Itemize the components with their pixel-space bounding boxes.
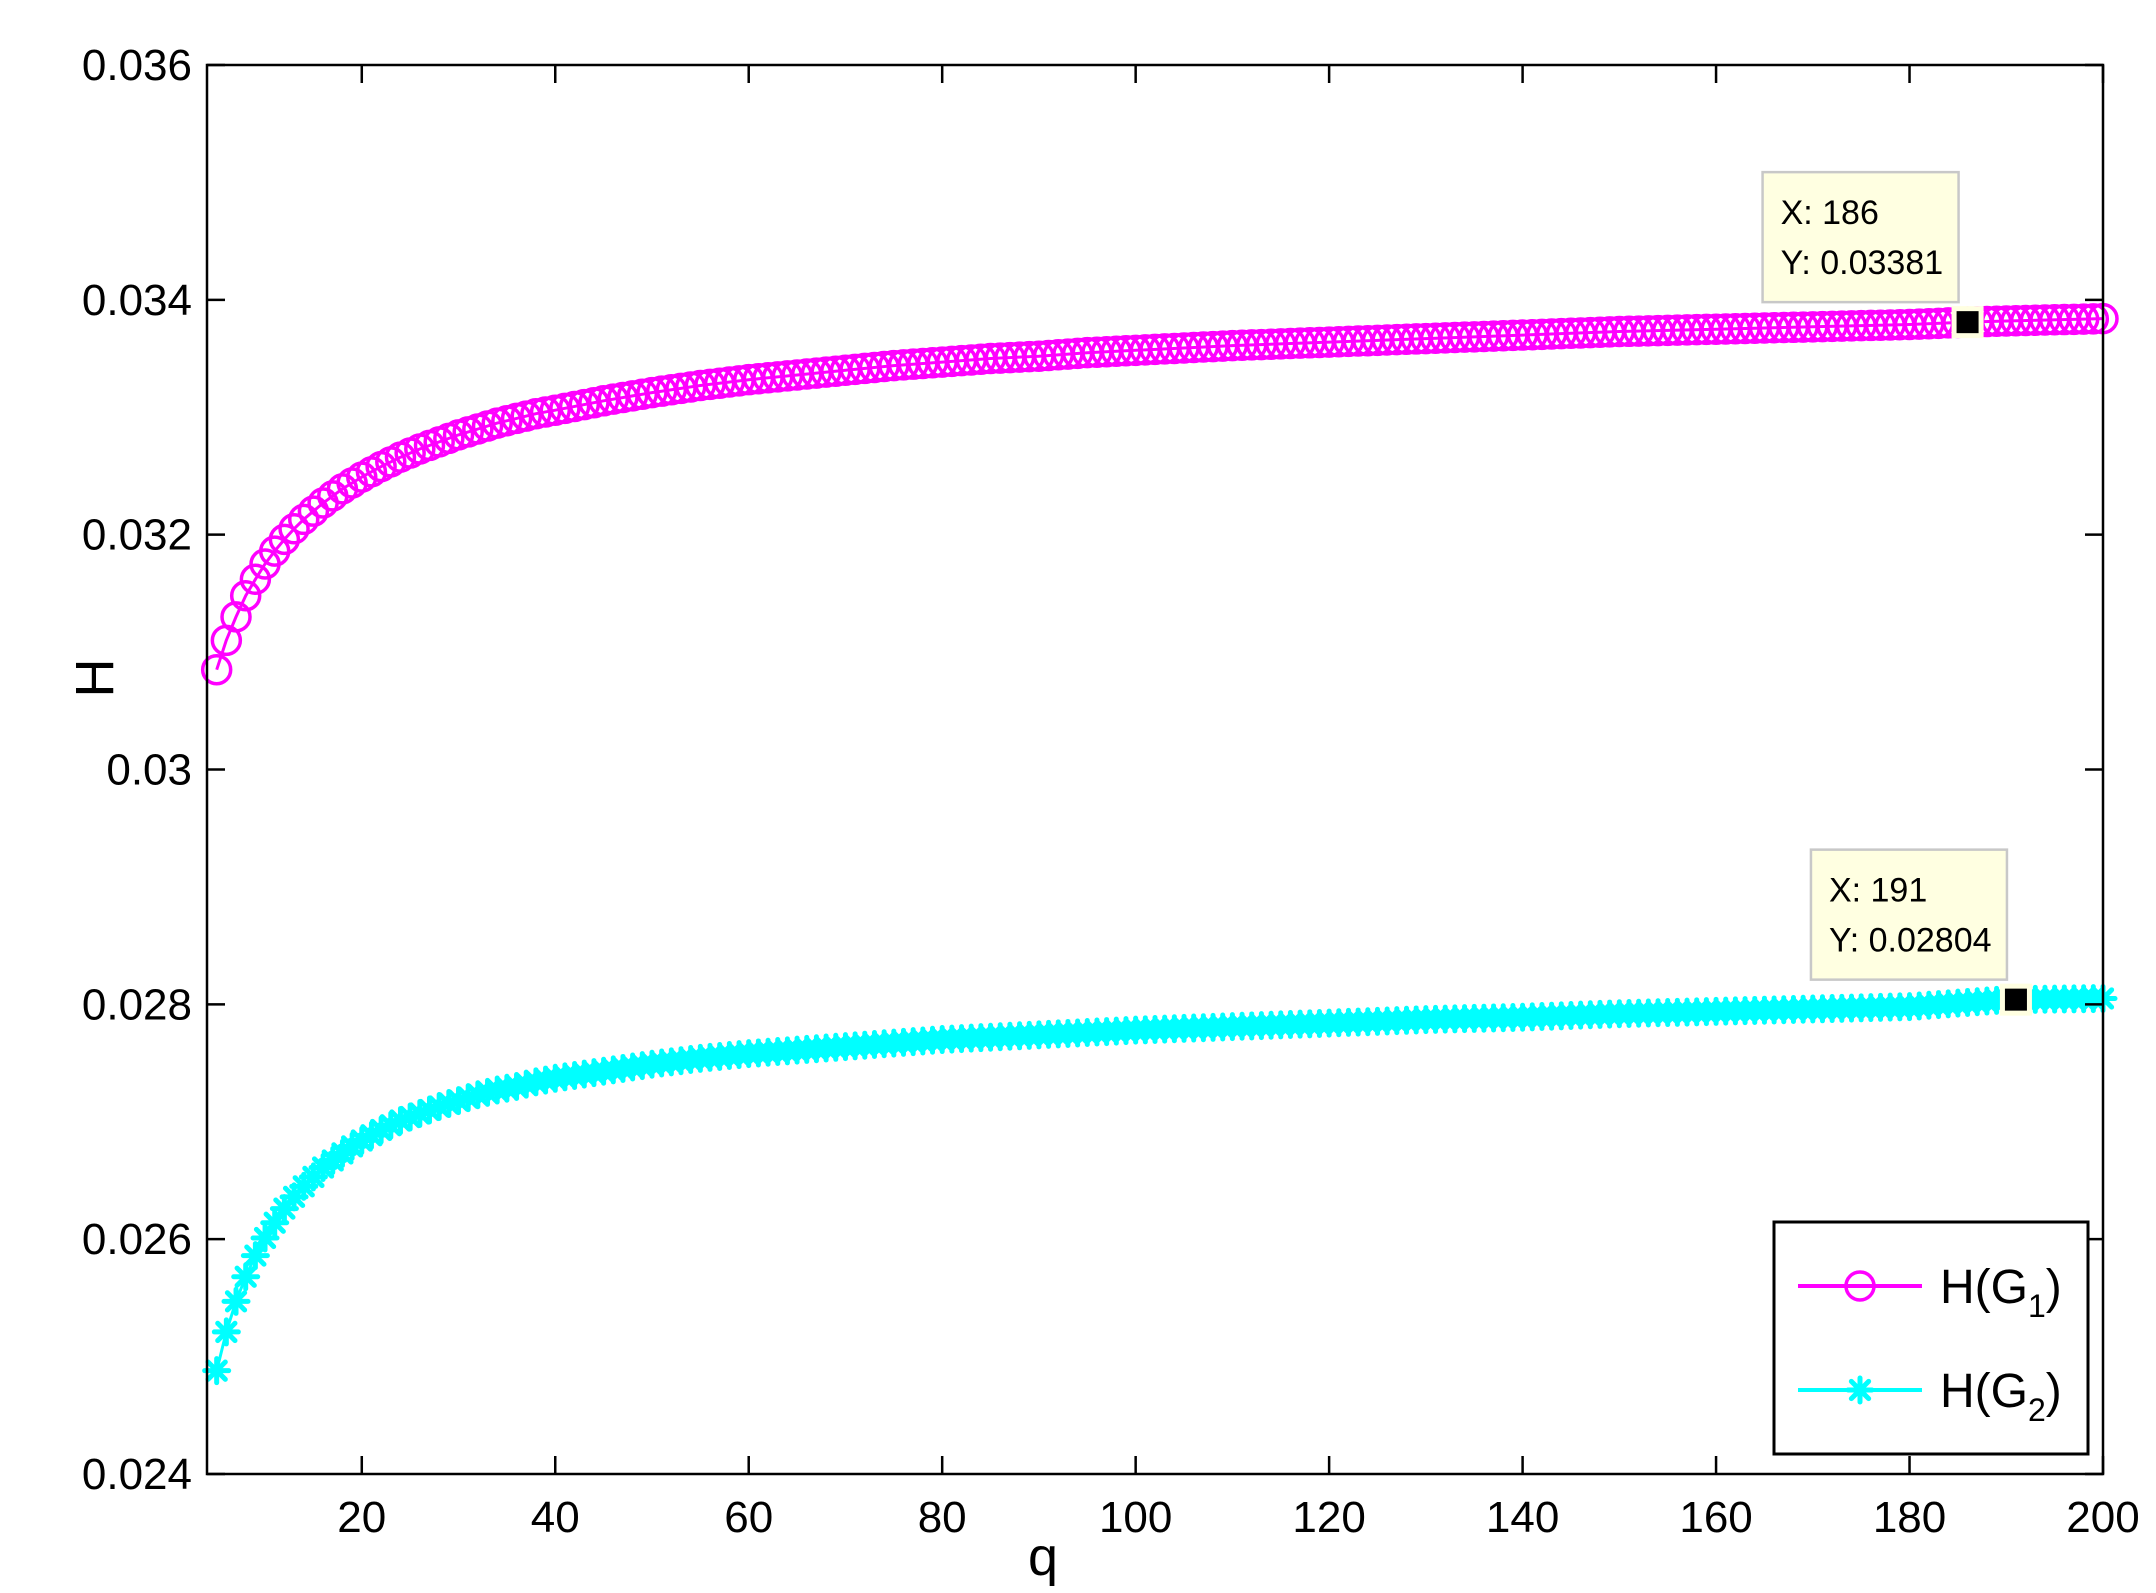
data-point-marker bbox=[278, 513, 310, 545]
data-point-marker bbox=[221, 1286, 251, 1316]
data-point-marker bbox=[200, 653, 233, 686]
data-point-marker bbox=[231, 1262, 261, 1292]
data-point-marker bbox=[229, 579, 262, 612]
legend-box bbox=[1772, 1220, 2090, 1456]
y-tick-label: 0.028 bbox=[82, 980, 192, 1029]
data-point-marker bbox=[239, 563, 272, 596]
x-tick-label: 200 bbox=[2066, 1493, 2139, 1542]
data-point-marker bbox=[2077, 303, 2110, 335]
y-tick-label: 0.024 bbox=[82, 1450, 192, 1499]
x-tick-label: 20 bbox=[337, 1493, 386, 1542]
datatip-box bbox=[1809, 848, 2009, 981]
datatip-marker bbox=[1956, 311, 1979, 334]
data-point-marker bbox=[260, 1208, 290, 1238]
datatip-x-label: X: 191 bbox=[1829, 872, 1927, 910]
x-tick-label: 100 bbox=[1099, 1493, 1172, 1542]
data-point-marker bbox=[211, 1317, 241, 1347]
y-axis-title: H bbox=[65, 659, 125, 698]
x-tick-label: 140 bbox=[1486, 1493, 1559, 1542]
data-point-marker bbox=[220, 601, 252, 633]
x-tick-label: 160 bbox=[1679, 1493, 1752, 1542]
legend-marker bbox=[1844, 1270, 1876, 1302]
legend-entry-2: H(G2) bbox=[1798, 1365, 2062, 1428]
y-tick-label: 0.034 bbox=[82, 276, 192, 325]
legend-label-tail: ) bbox=[2046, 1365, 2062, 1418]
datatip-y-label: Y: 0.03381 bbox=[1781, 244, 1944, 282]
y-tick-label: 0.026 bbox=[82, 1215, 192, 1264]
legend: H(G1)H(G2) bbox=[1772, 1220, 2090, 1456]
series-1 bbox=[200, 302, 2119, 686]
legend-label-main: H(G bbox=[1940, 1261, 2028, 1314]
y-tick-label: 0.036 bbox=[82, 41, 192, 90]
datatip-x-label: X: 186 bbox=[1781, 194, 1879, 232]
ticks-layer: 20 40 60 80 100 120 140 160 180 200 0.024 0.026 0.02… bbox=[82, 41, 2140, 1542]
x-tick-label: 80 bbox=[918, 1493, 967, 1542]
x-tick-label: 120 bbox=[1292, 1493, 1365, 1542]
legend-label: H(G1) bbox=[1940, 1261, 2062, 1324]
datatip-layer: X: 186 Y: 0.03381 X: 191 Y: 0.02804 bbox=[1761, 170, 2032, 1016]
x-tick-label: 60 bbox=[724, 1493, 773, 1542]
series-2 bbox=[202, 983, 2118, 1386]
legend-marker bbox=[1845, 1375, 1875, 1405]
data-point-marker bbox=[287, 503, 320, 536]
data-point-marker bbox=[297, 495, 330, 527]
x-tick-label: 40 bbox=[531, 1493, 580, 1542]
x-axis-title: q bbox=[1028, 1527, 1058, 1587]
legend-label: H(G2) bbox=[1940, 1365, 2062, 1428]
datatip-y-label: Y: 0.02804 bbox=[1829, 922, 1992, 960]
data-point-marker bbox=[202, 1356, 232, 1386]
legend-label-sub: 2 bbox=[2028, 1392, 2046, 1428]
legend-label-tail: ) bbox=[2046, 1261, 2062, 1314]
legend-entry-1: H(G1) bbox=[1798, 1261, 2062, 1324]
series-layer bbox=[200, 302, 2119, 1386]
data-point-marker bbox=[268, 523, 301, 556]
datatip-box bbox=[1761, 170, 1960, 304]
datatip-marker bbox=[2004, 988, 2027, 1011]
y-tick-label: 0.03 bbox=[106, 746, 192, 795]
legend-label-sub: 1 bbox=[2028, 1288, 2046, 1324]
datatip-1: X: 186 Y: 0.03381 bbox=[1761, 170, 1984, 339]
legend-label-main: H(G bbox=[1940, 1365, 2028, 1418]
data-point-marker bbox=[2067, 303, 2100, 335]
datatip-2: X: 191 Y: 0.02804 bbox=[1809, 848, 2032, 1016]
y-tick-label: 0.032 bbox=[82, 511, 192, 560]
x-tick-label: 180 bbox=[1873, 1493, 1946, 1542]
